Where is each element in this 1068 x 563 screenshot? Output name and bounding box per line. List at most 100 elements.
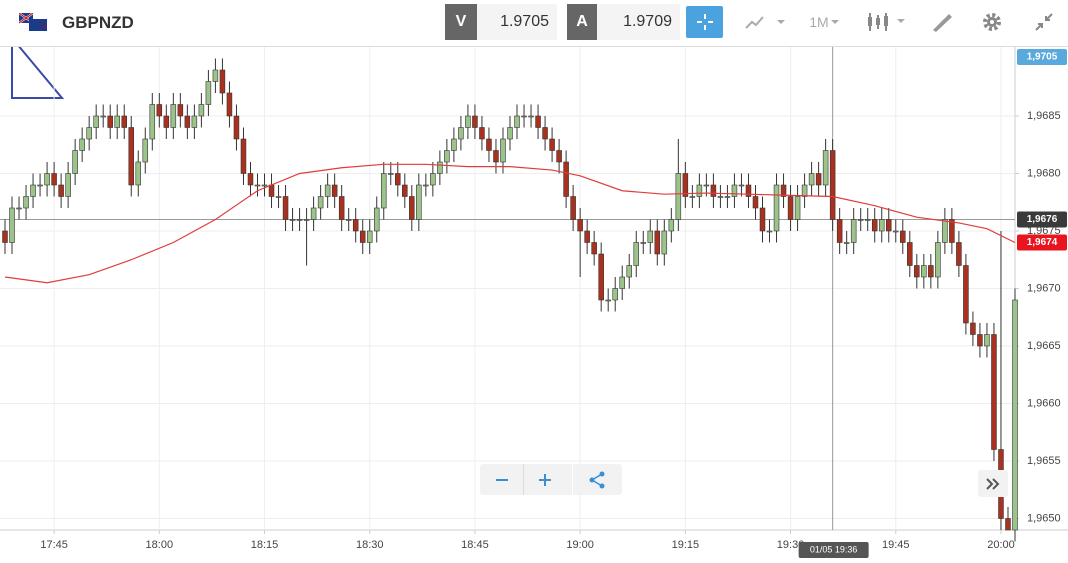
candle-body xyxy=(254,184,261,187)
candle-body xyxy=(507,127,513,140)
candle-body xyxy=(766,230,773,233)
share[interactable] xyxy=(571,464,622,495)
symbol: GBPNZD xyxy=(62,13,134,32)
candle-body xyxy=(72,150,78,174)
candle-body xyxy=(563,161,569,197)
collapse-button[interactable] xyxy=(1024,4,1064,40)
candle-body xyxy=(668,219,675,232)
candle-body xyxy=(373,207,380,232)
candle-body xyxy=(900,230,906,243)
candle-body xyxy=(977,334,983,347)
x-tick-label: 19:00 xyxy=(566,539,594,551)
candle-body xyxy=(893,230,899,233)
candle-body xyxy=(198,104,205,117)
candle-body xyxy=(717,196,724,198)
zoom-in[interactable] xyxy=(523,464,566,495)
candle-body xyxy=(752,196,759,209)
y-tick-label: 1,9680 xyxy=(1027,167,1061,179)
candle-body xyxy=(458,127,464,140)
candle-body xyxy=(864,219,871,221)
y-tick-label: 1,9655 xyxy=(1027,455,1061,467)
candle-body xyxy=(402,184,408,197)
x-tick-label: 18:00 xyxy=(146,539,174,551)
candle-body xyxy=(219,69,226,94)
candle-body xyxy=(240,138,247,174)
candle-body xyxy=(682,173,689,197)
crosshair-button[interactable] xyxy=(686,6,723,38)
candle-body xyxy=(177,104,184,117)
chart-type-button[interactable] xyxy=(740,4,790,40)
candle-body xyxy=(640,242,647,244)
candle-body xyxy=(598,253,604,301)
scroll-end[interactable] xyxy=(978,470,1008,497)
candle-body xyxy=(963,265,969,324)
candle-body xyxy=(437,161,443,174)
timeframe-button[interactable]: 1M xyxy=(800,4,850,40)
candle-body xyxy=(907,242,913,266)
bid-button[interactable]: V xyxy=(445,4,477,40)
zoom-out[interactable] xyxy=(480,464,523,495)
candle-body xyxy=(479,127,485,140)
candle-body xyxy=(170,104,177,128)
x-tick-label: 18:30 xyxy=(356,539,384,551)
candle-body xyxy=(451,138,457,151)
candle-body xyxy=(928,265,934,278)
candle-body xyxy=(710,184,717,197)
candle-body xyxy=(310,207,317,220)
price-tag xyxy=(1017,211,1067,228)
crosshair-time-label: 01/05 19:36 xyxy=(810,544,858,554)
candle-body xyxy=(149,104,156,140)
candle-body xyxy=(829,150,836,220)
candle-body xyxy=(275,196,282,198)
candle-body xyxy=(317,196,324,209)
bid-price[interactable]: 1.9705 xyxy=(477,4,557,40)
candle-body xyxy=(366,230,373,243)
settings-button[interactable] xyxy=(972,4,1012,40)
candle-body xyxy=(409,196,415,220)
candle-body xyxy=(521,115,527,118)
candle-body xyxy=(282,196,289,220)
y-tick-label: 1,9670 xyxy=(1027,282,1061,294)
draw-button[interactable] xyxy=(922,4,962,40)
x-tick-label: 17:45 xyxy=(40,539,68,551)
ask-button[interactable]: A xyxy=(567,4,597,40)
y-tick-label: 1,9685 xyxy=(1027,110,1061,122)
candle-body xyxy=(93,115,99,128)
y-axis-panel xyxy=(1015,47,1068,530)
x-tick-label: 18:15 xyxy=(251,539,279,551)
candle-body xyxy=(23,196,29,209)
y-tick-label: 1,9660 xyxy=(1027,397,1061,409)
candle-body xyxy=(871,219,878,232)
candle-body xyxy=(724,196,731,198)
flag xyxy=(19,13,47,31)
candle-body xyxy=(556,150,562,163)
candle-body xyxy=(542,127,548,140)
toolbar: GBPNZD V 1.9705 A 1.9709 1M xyxy=(0,0,1068,47)
candle-button[interactable] xyxy=(862,4,912,40)
x-tick-label: 19:30 xyxy=(777,539,805,551)
candle-body xyxy=(9,207,15,243)
candle-body xyxy=(696,184,703,197)
candle-body xyxy=(388,173,394,175)
candle-body xyxy=(794,196,801,220)
candle-body xyxy=(619,276,625,289)
candle-body xyxy=(486,138,492,151)
candle-body xyxy=(675,173,682,220)
candle-body xyxy=(324,184,331,197)
ask-price[interactable]: 1.9709 xyxy=(597,4,680,40)
y-tick-label: 1,9665 xyxy=(1027,340,1061,352)
candle-body xyxy=(731,184,738,197)
candle-body xyxy=(921,265,927,278)
candle-body xyxy=(247,173,254,186)
candle-body xyxy=(759,207,766,232)
candle-body xyxy=(472,115,478,128)
candle-body xyxy=(984,334,990,347)
candle-body xyxy=(570,196,576,220)
candle-body xyxy=(359,230,366,243)
candle-body xyxy=(773,184,780,232)
candle-body xyxy=(500,138,506,163)
candle-body xyxy=(380,173,387,209)
candle-body xyxy=(584,230,590,243)
candle-body xyxy=(352,219,359,232)
candle-body xyxy=(51,173,57,186)
